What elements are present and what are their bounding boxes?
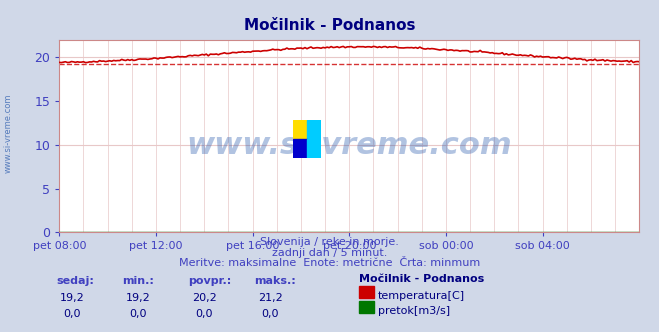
Bar [307, 120, 321, 138]
Bar [293, 138, 307, 158]
Text: temperatura[C]: temperatura[C] [378, 291, 465, 301]
Bar [307, 138, 321, 158]
Text: 21,2: 21,2 [258, 293, 283, 303]
Text: maks.:: maks.: [254, 276, 295, 286]
Text: 0,0: 0,0 [130, 309, 147, 319]
Text: 0,0: 0,0 [196, 309, 213, 319]
Text: 0,0: 0,0 [262, 309, 279, 319]
Text: Močilnik - Podnanos: Močilnik - Podnanos [244, 18, 415, 33]
Text: 19,2: 19,2 [126, 293, 151, 303]
Text: min.:: min.: [122, 276, 154, 286]
Text: Slovenija / reke in morje.: Slovenija / reke in morje. [260, 237, 399, 247]
Text: Meritve: maksimalne  Enote: metrične  Črta: minmum: Meritve: maksimalne Enote: metrične Črta… [179, 258, 480, 268]
Text: zadnji dan / 5 minut.: zadnji dan / 5 minut. [272, 248, 387, 258]
Text: 0,0: 0,0 [64, 309, 81, 319]
Text: www.si-vreme.com: www.si-vreme.com [186, 131, 512, 160]
Text: 20,2: 20,2 [192, 293, 217, 303]
Text: sedaj:: sedaj: [56, 276, 94, 286]
Text: 19,2: 19,2 [60, 293, 85, 303]
Text: www.si-vreme.com: www.si-vreme.com [4, 93, 13, 173]
Text: Močilnik - Podnanos: Močilnik - Podnanos [359, 274, 484, 284]
Text: pretok[m3/s]: pretok[m3/s] [378, 306, 449, 316]
Text: povpr.:: povpr.: [188, 276, 231, 286]
Bar [293, 120, 307, 138]
